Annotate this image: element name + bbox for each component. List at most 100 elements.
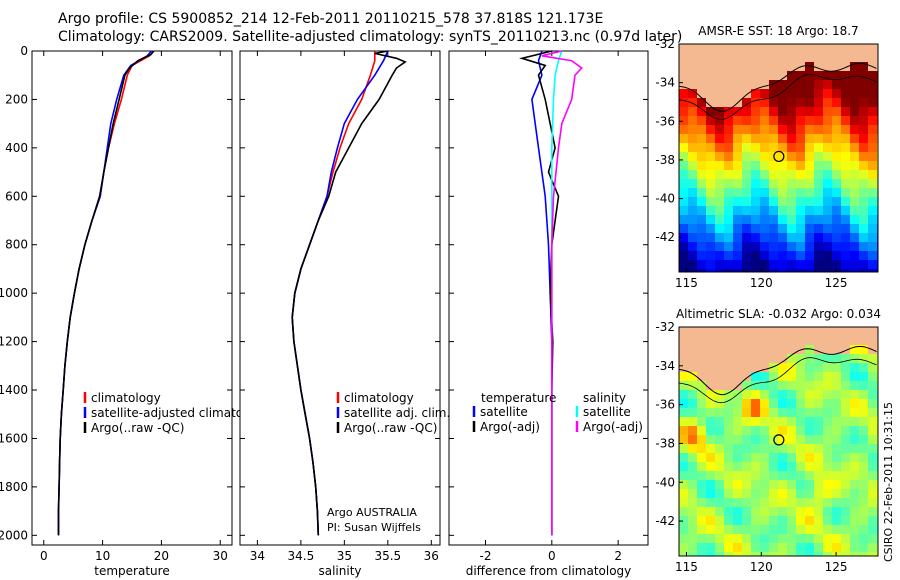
- sst-map-field-cell: [814, 224, 823, 233]
- sla-map-field-cell: [832, 408, 841, 417]
- sst-map-field-cell: [832, 224, 841, 233]
- sst-map-field-cell: [859, 233, 868, 242]
- sst-map-field-cell: [724, 242, 733, 251]
- difference-legend-entry-label: satellite: [583, 405, 631, 419]
- sst-map-field-cell: [706, 269, 715, 272]
- sla-map-shelf-contour: [678, 357, 877, 404]
- sla-map-field-cell: [679, 480, 688, 489]
- sst-map-field-cell: [823, 215, 832, 224]
- sst-map-field-cell: [706, 152, 715, 161]
- sst-map-field-cell: [706, 233, 715, 242]
- sst-map-field-cell: [814, 89, 823, 98]
- sla-map-field-cell: [832, 390, 841, 399]
- sst-map-field-cell: [751, 80, 760, 89]
- sst-map-field-cell: [760, 224, 769, 233]
- sla-map-field-cell: [679, 399, 688, 408]
- sla-map-field-cell: [688, 399, 697, 408]
- sst-map-field-cell: [751, 152, 760, 161]
- sst-map-field-cell: [850, 242, 859, 251]
- sla-map-field-cell: [769, 390, 778, 399]
- sst-map-field-cell: [733, 197, 742, 206]
- sst-map-field-cell: [706, 89, 715, 98]
- sst-map-field-cell: [832, 80, 841, 89]
- sla-map-panel: 115 120 125 -32 -34 -36 -38 -40 -42 Altimetric SL…: [655, 307, 881, 574]
- sla-map-field-cell: [742, 417, 751, 426]
- sla-map-field-cell: [805, 345, 814, 354]
- sla-map-field-cell: [679, 489, 688, 498]
- sla-map-ytick-label: -34: [655, 359, 675, 373]
- sst-map-field-cell: [733, 260, 742, 269]
- temperature-ytick-label: 800: [5, 238, 28, 252]
- sla-map-field-cell: [787, 435, 796, 444]
- sla-map-field-cell: [868, 417, 877, 426]
- sla-map-field-cell: [724, 480, 733, 489]
- sla-map-field-cell: [832, 426, 841, 435]
- sst-map-field-cell: [724, 170, 733, 179]
- sst-map-field-cell: [805, 179, 814, 188]
- sst-map-field-cell: [778, 53, 787, 62]
- sla-map-field-cell: [742, 498, 751, 507]
- sla-map-field-cell: [841, 498, 850, 507]
- sst-map-field-cell: [850, 206, 859, 215]
- sst-map-field-cell: [823, 224, 832, 233]
- sst-map-field-cell: [724, 179, 733, 188]
- sst-map-field-cell: [760, 71, 769, 80]
- sst-map-field-cell: [868, 161, 877, 170]
- sla-map-field-cell: [778, 453, 787, 462]
- sla-map-field-cell: [697, 480, 706, 489]
- sst-map-field-cell: [805, 116, 814, 125]
- sla-map-field-cell: [868, 534, 877, 543]
- sst-map-field-cell: [841, 62, 850, 71]
- sla-map-field-cell: [859, 453, 868, 462]
- sst-map-field-cell: [688, 107, 697, 116]
- sst-map-field-cell: [733, 206, 742, 215]
- sla-map-field-cell: [796, 345, 805, 354]
- temperature-profile-panel: 0 10 20 30 0 200 400 600 800 1000 1200 1400 1600 1800…: [0, 44, 269, 578]
- sla-map-field-cell: [859, 426, 868, 435]
- sst-map-field-cell: [697, 62, 706, 71]
- salinity-plot-frame: [239, 50, 441, 546]
- sst-map-field-cell: [724, 125, 733, 134]
- sst-map-field-cell: [823, 143, 832, 152]
- sst-map-field-cell: [796, 206, 805, 215]
- sla-map-field-cell: [832, 417, 841, 426]
- sla-map-field-cell: [742, 336, 751, 345]
- sst-map-field-cell: [769, 98, 778, 107]
- sst-map-field-cell: [778, 89, 787, 98]
- sst-map-field-cell: [733, 89, 742, 98]
- sla-map-field-cell: [688, 471, 697, 480]
- sst-map-field-cell: [697, 224, 706, 233]
- sla-map-field-cell: [814, 327, 823, 336]
- sla-map-field-cell: [823, 525, 832, 534]
- sst-map-field-cell: [679, 134, 688, 143]
- difference-legend-header-salinity: salinity: [583, 391, 626, 405]
- sla-map-field-cell: [859, 345, 868, 354]
- sla-map-field-cell: [832, 453, 841, 462]
- sla-map-field-cell: [868, 354, 877, 363]
- sst-map-field-cell: [805, 260, 814, 269]
- sst-map-field-cell: [679, 251, 688, 260]
- sst-map-field-cell: [760, 206, 769, 215]
- sst-map-field-cell: [760, 269, 769, 272]
- sla-map-field-cell: [697, 534, 706, 543]
- sla-map-field-cell: [823, 345, 832, 354]
- sla-map-field-cell: [688, 534, 697, 543]
- sst-map-field-cell: [832, 233, 841, 242]
- sst-map-field-cell: [805, 197, 814, 206]
- sst-map-field-cell: [814, 80, 823, 89]
- sla-map-field-cell: [733, 534, 742, 543]
- sla-map-field-cell: [868, 516, 877, 525]
- sst-map-field-cell: [850, 269, 859, 272]
- sla-map-field-cell: [814, 552, 823, 556]
- sla-map-field-cell: [697, 462, 706, 471]
- sla-map-field-cell: [850, 363, 859, 372]
- sla-map-field-cell: [733, 480, 742, 489]
- sla-map-field-cell: [715, 552, 724, 556]
- temperature-ytick-label: 200: [5, 92, 28, 106]
- sla-map-field-cell: [751, 399, 760, 408]
- sst-map-field-cell: [769, 215, 778, 224]
- sla-map-field-cell: [823, 480, 832, 489]
- sst-map-field-cell: [688, 215, 697, 224]
- sla-map-field-cell: [688, 390, 697, 399]
- sst-map-field-cell: [724, 62, 733, 71]
